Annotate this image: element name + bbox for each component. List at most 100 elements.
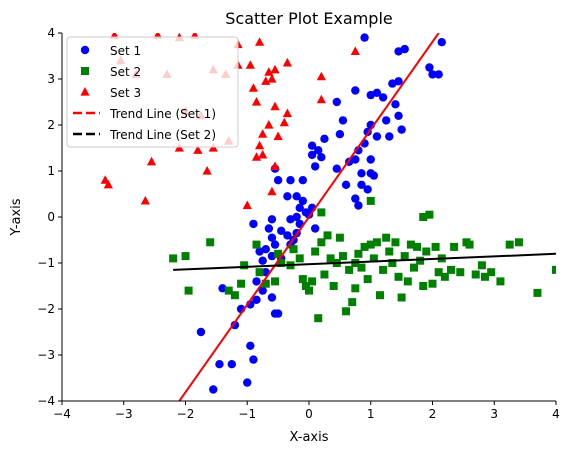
data-point: [416, 256, 425, 265]
data-point: [379, 265, 388, 274]
data-point: [391, 238, 400, 247]
data-point: [419, 282, 428, 290]
data-point: [382, 233, 391, 242]
data-point: [391, 100, 400, 109]
data-point: [366, 155, 375, 164]
legend: Set 1 Set 2 Set 3 Trend Line (Set 1) Trend L…: [66, 36, 239, 148]
points-layer: [100, 33, 556, 394]
data-point: [277, 259, 286, 267]
data-point: [252, 240, 261, 249]
data-point: [351, 86, 360, 95]
data-point: [425, 210, 434, 219]
data-point: [357, 169, 366, 178]
data-point: [218, 284, 227, 293]
data-point: [317, 153, 326, 162]
series-2-points: [169, 196, 556, 323]
data-point: [496, 277, 505, 286]
legend-label: Set 1: [110, 44, 141, 58]
data-point: [270, 161, 280, 170]
data-point: [252, 295, 261, 304]
data-point: [450, 242, 459, 251]
data-point: [363, 275, 372, 284]
data-point: [261, 245, 270, 254]
data-point: [282, 57, 292, 67]
data-point: [335, 233, 344, 242]
chart-title: Scatter Plot Example: [225, 9, 392, 28]
data-point: [242, 200, 252, 210]
x-tick-label: 1: [367, 407, 375, 421]
data-point: [406, 240, 415, 249]
data-point: [360, 33, 369, 42]
data-point: [273, 176, 283, 185]
data-point: [425, 63, 434, 72]
data-point: [224, 286, 233, 295]
data-point: [385, 247, 394, 256]
data-point: [270, 64, 280, 74]
data-point: [245, 60, 255, 69]
x-tick-label: −4: [53, 407, 71, 421]
data-point: [298, 196, 308, 206]
data-point: [440, 272, 449, 281]
data-point: [267, 251, 277, 261]
data-point: [369, 171, 379, 180]
data-point: [320, 270, 329, 279]
data-point: [283, 192, 292, 201]
data-point: [385, 132, 394, 141]
data-point: [286, 215, 295, 224]
data-point: [317, 208, 326, 217]
data-point: [394, 111, 403, 121]
data-point: [323, 231, 332, 240]
y-tick-label: 1: [47, 164, 55, 178]
data-point: [251, 152, 262, 161]
data-point: [372, 132, 382, 141]
data-point: [258, 256, 267, 265]
data-point: [456, 268, 465, 277]
data-point: [378, 93, 388, 102]
data-point: [341, 180, 351, 189]
data-point: [267, 186, 277, 196]
y-tick-label: −4: [37, 394, 55, 408]
data-point: [314, 314, 323, 323]
data-point: [360, 242, 369, 251]
data-point: [332, 164, 341, 173]
data-point: [202, 166, 212, 175]
data-point: [400, 252, 409, 261]
data-point: [388, 259, 397, 267]
data-point: [338, 252, 347, 261]
data-point: [372, 238, 381, 247]
data-point: [292, 192, 301, 201]
data-point: [329, 282, 338, 290]
data-point: [301, 282, 310, 290]
data-point: [146, 156, 157, 166]
data-point: [237, 279, 246, 288]
data-point: [181, 252, 190, 261]
x-tick-label: −3: [115, 407, 133, 421]
data-point: [342, 307, 351, 316]
trend-layer: [173, 33, 556, 401]
data-point: [209, 385, 218, 394]
data-point: [307, 141, 317, 150]
data-point: [366, 240, 375, 249]
data-point: [363, 185, 372, 194]
data-point: [264, 224, 274, 233]
ticks-layer: −4 −3 −2 −1 0 1 2 3 4 −4 −3 −2 −1 0 1 2 3 4: [37, 26, 560, 421]
data-point: [307, 150, 317, 160]
data-point: [169, 254, 178, 263]
data-point: [477, 261, 486, 270]
data-point: [314, 146, 323, 155]
data-point: [193, 145, 203, 154]
data-point: [431, 242, 440, 251]
data-point: [282, 108, 292, 118]
data-point: [351, 284, 360, 293]
data-point: [261, 76, 271, 85]
data-point: [273, 309, 283, 318]
data-point: [298, 176, 308, 185]
legend-frame: [66, 36, 239, 148]
data-point: [316, 94, 326, 104]
data-point: [409, 263, 418, 272]
data-point: [103, 179, 113, 189]
data-point: [345, 265, 354, 274]
data-point: [413, 242, 422, 251]
data-point: [369, 254, 378, 263]
